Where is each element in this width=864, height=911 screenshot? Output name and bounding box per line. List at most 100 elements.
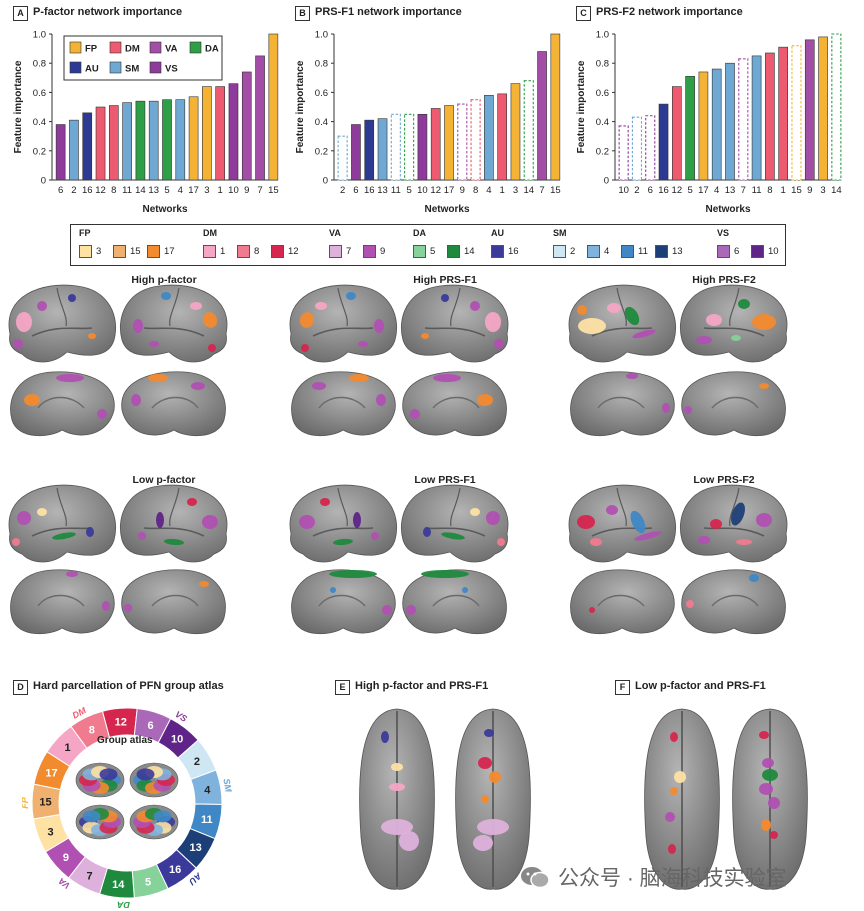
brain-medial [10,371,115,437]
activation-spot [433,374,461,382]
activation-spot [190,302,202,310]
legend-swatch [147,245,160,258]
bar [725,62,735,181]
sulcus [318,594,366,607]
x-tick-label: 5 [687,185,692,196]
activation-spot [131,394,141,406]
activation-spot [381,819,413,835]
activation-spot [668,844,676,854]
sulcus [37,396,85,409]
legend-swatch [363,245,376,258]
legend-number: 9 [380,246,386,257]
x-tick-label: 5 [406,185,411,196]
legend-network-2: 2 [553,245,575,258]
y-tick-label: 0.8 [33,59,46,70]
x-tick-label: 12 [95,185,106,196]
activation-spot [164,538,184,546]
activation-spot [301,344,309,352]
activation-spot [161,292,171,300]
label-high-prs-f1: High PRS-F1 [413,274,477,286]
legend-number: 13 [672,246,683,257]
bar [778,46,788,181]
sulcus [151,396,199,409]
x-tick-label: 14 [135,185,146,196]
bar [82,112,93,181]
activation-spot [406,605,416,615]
x-tick-label: 2 [634,185,639,196]
x-tick-label: 15 [791,185,802,196]
label-low-prs-f2: Low PRS-F2 [693,474,755,486]
activation-spot [577,515,595,529]
activation-spot [381,731,389,743]
bar-chart-p-factor: 0 0.2 0.4 0.6 0.8 1.0 Feature importance 6 2 16 12… [13,30,279,216]
legend-swatch [655,245,668,258]
x-tick-label: 13 [377,185,388,196]
bar-chart-prs-f2: 0 0.2 0.4 0.6 0.8 1.0 Feature importance 10 2 6 16… [576,30,842,216]
bar [444,105,454,181]
sulcus [31,327,93,337]
legend-swatch [413,245,426,258]
legend-label: SM [125,64,139,75]
activation-spot [330,587,336,593]
activation-spot [706,314,722,326]
sulcus [616,487,627,527]
sulcus [450,287,461,327]
bar [711,68,722,181]
ring-number: 11 [201,814,213,826]
activation-spot [589,607,595,613]
x-tick-label: 4 [714,185,719,196]
x-axis-label: Networks [424,204,469,215]
legend-number: 12 [288,246,299,257]
sulcus [312,327,374,337]
sulcus [56,487,67,527]
y-tick-label: 0.8 [596,59,609,70]
x-tick-label: 8 [473,185,478,196]
activation-spot [485,312,501,332]
activation-spot [670,732,678,742]
bar [162,99,172,181]
activation-spot [391,763,403,771]
x-tick-label: 10 [417,185,428,196]
x-tick-label: 17 [188,185,199,196]
label-low-p-factor: Low p-factor [132,474,196,486]
activation-spot [759,383,769,389]
activation-spot [312,382,326,390]
sulcus [337,487,348,527]
sulcus [591,527,653,537]
x-tick-label: 11 [391,185,401,196]
activation-spot [489,771,501,783]
ring-group-label: FP [22,796,30,808]
y-tick-label: 0.6 [315,88,328,99]
brain-dorsal [359,708,435,890]
atlas-brain [129,804,179,840]
cortex-surface [402,371,507,437]
activation-spot [486,511,500,525]
bar [537,51,547,181]
activation-spot [577,305,587,315]
bar [698,71,709,181]
x-tick-label: 1 [218,185,223,196]
atlas-brain [75,804,125,840]
brain-lateral [119,484,228,563]
ring-group-label: DA [117,900,130,908]
ring-number: 14 [112,879,125,891]
activation-spot [607,303,621,313]
y-axis-label: Feature importance [13,60,24,153]
legend-swatch [203,245,216,258]
legend-number: 10 [768,246,779,257]
activation-spot [634,531,662,541]
ring-number: 8 [89,724,95,736]
legend-group-va: VA [329,228,341,238]
bar [645,115,656,181]
ring-number: 4 [204,784,211,796]
activation-spot [768,797,780,809]
x-tick-label: 13 [725,185,736,196]
sulcus [56,287,67,327]
activation-spot [88,333,96,339]
activation-spot [333,538,353,546]
bar [804,39,815,181]
atlas-parcel [82,810,101,823]
bar [510,83,521,181]
cortex-surface [400,484,509,563]
bar [188,96,199,181]
